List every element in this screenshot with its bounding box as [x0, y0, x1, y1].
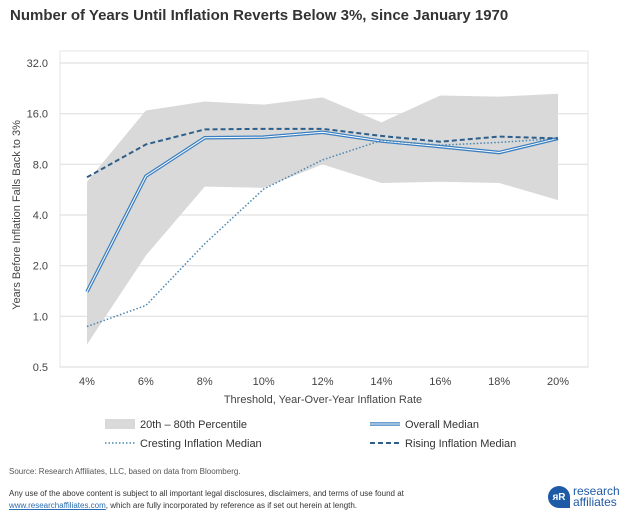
y-tick-label: 1.0 [33, 311, 48, 323]
y-tick-label: 4.0 [33, 210, 48, 222]
x-tick-label: 4% [79, 376, 95, 388]
percentile-band [87, 93, 558, 345]
x-tick-label: 16% [429, 376, 451, 388]
logo-text-line-1: research [573, 484, 620, 498]
x-tick-label: 14% [370, 376, 392, 388]
disclaimer: Any use of the above content is subject … [9, 488, 404, 512]
x-tick-label: 10% [253, 376, 275, 388]
y-tick-label: 8.0 [33, 159, 48, 171]
x-tick-label: 6% [138, 376, 154, 388]
y-tick-label: 0.5 [33, 362, 48, 374]
legend-label: Rising Inflation Median [405, 438, 516, 450]
x-axis-label: Threshold, Year-Over-Year Inflation Rate [224, 394, 422, 406]
overall-median-line-inner [86, 131, 559, 292]
logo-text-line-2: affiliates [573, 495, 617, 509]
rising-inflation-median-line [86, 127, 559, 179]
y-tick-label: 16.0 [27, 109, 48, 121]
y-tick-label: 32.0 [27, 58, 48, 70]
y-axis-label: Years Before Inflation Falls Back to 3% [11, 120, 23, 310]
x-tick-label: 18% [488, 376, 510, 388]
logo-mark-icon: ᴙR [548, 486, 570, 508]
website-link[interactable]: www.researchaffiliates.com [9, 501, 106, 510]
legend-label: Overall Median [405, 419, 479, 431]
x-tick-label: 20% [547, 376, 569, 388]
chart-svg: 32.0 16.0 8.0 4.0 2.0 1.0 0.5 4% 6% 8% 10% 12% 14% 16… [11, 50, 589, 450]
x-tick-label: 8% [197, 376, 213, 388]
legend-label: 20th – 80th Percentile [140, 419, 247, 431]
source-note: Source: Research Affiliates, LLC, based … [9, 467, 241, 476]
legend-swatch-band [105, 419, 135, 429]
research-affiliates-logo: ᴙR research affiliates [548, 484, 620, 509]
disclaimer-text-1: Any use of the above content is subject … [9, 489, 404, 498]
legend-label: Cresting Inflation Median [140, 438, 262, 450]
x-tick-label: 12% [311, 376, 333, 388]
disclaimer-text-2: , which are fully incorporated by refere… [105, 501, 358, 510]
logo-text: research affiliates [573, 484, 620, 509]
y-tick-label: 2.0 [33, 261, 48, 273]
chart-title: Number of Years Until Inflation Reverts … [10, 7, 509, 24]
